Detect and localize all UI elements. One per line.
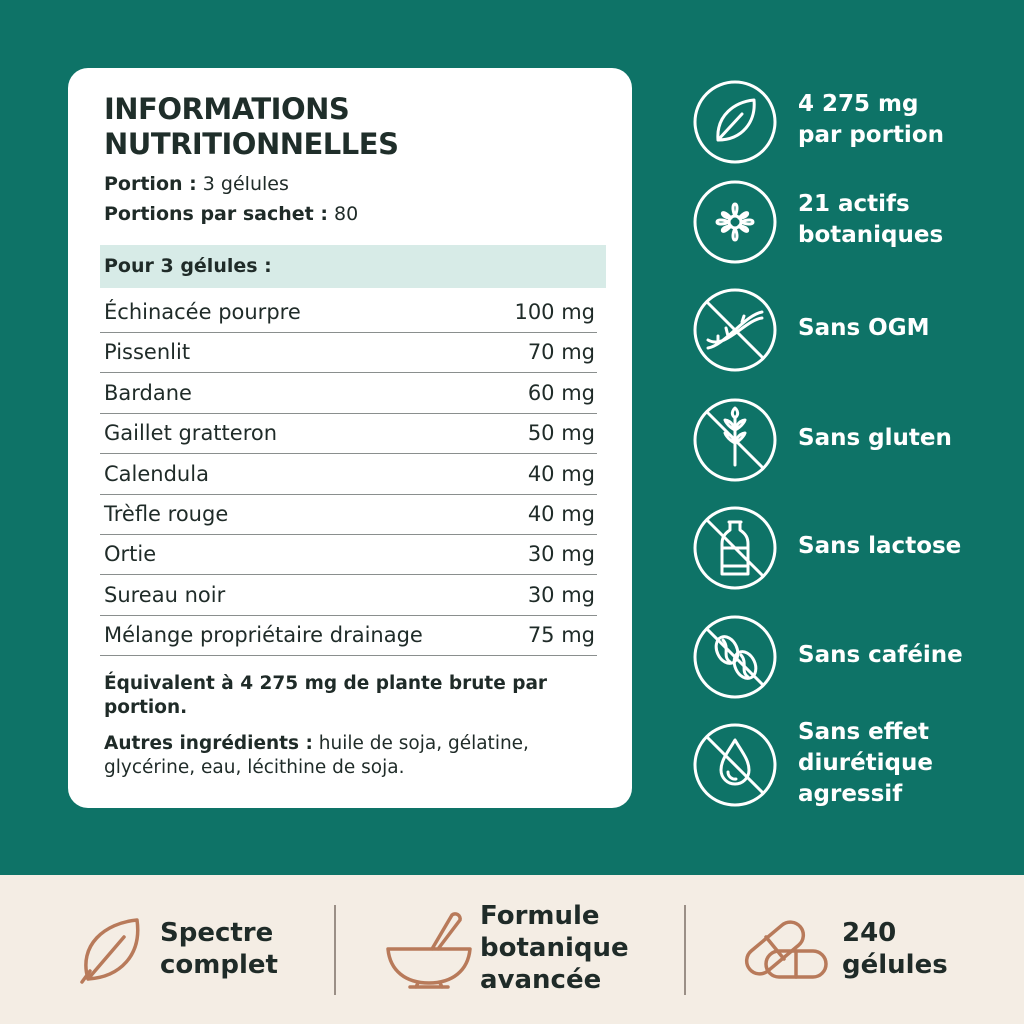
feature-line: botaniques	[798, 222, 944, 248]
table-row: Échinacée pourpre 100 mg	[100, 292, 597, 333]
divider	[334, 905, 336, 995]
other-label: Autres ingrédients :	[104, 733, 313, 754]
feature-line: Sans effet	[798, 718, 929, 745]
table-row: Sureau noir 30 mg	[100, 575, 597, 616]
footer-text: Spectre complet	[160, 917, 278, 981]
table-row: Gaillet gratteron 50 mg	[100, 413, 597, 455]
feature-line: diurétique	[798, 749, 933, 776]
feature: 4 275 mg par portion	[798, 89, 944, 151]
footer-line: avancée	[480, 965, 602, 995]
feature-line: 21 actifs	[798, 191, 910, 217]
feature: Sans OGM	[798, 313, 929, 344]
servings-value: 80	[334, 203, 359, 225]
amount: 30 mg	[527, 542, 595, 567]
title-line: INFORMATIONS	[104, 92, 350, 126]
other-ingredients: Autres ingrédients : huile de soja, géla…	[104, 732, 594, 780]
footer-line: 240	[842, 918, 897, 948]
feature-line: 4 275 mg	[798, 91, 919, 117]
footer-line: Formule	[480, 901, 600, 931]
feature: 21 actifs botaniques	[798, 189, 943, 251]
feature-line: Sans lactose	[798, 532, 962, 559]
amount: 60 mg	[527, 380, 595, 405]
footer-text: 240 gélules	[842, 917, 948, 981]
amount: 75 mg	[527, 623, 595, 648]
icon-no-gluten	[693, 398, 777, 482]
card-title: INFORMATIONS NUTRITIONNELLES	[104, 92, 399, 162]
feature-line: Sans OGM	[798, 314, 930, 341]
feature: Sans effet diurétique agressif	[798, 717, 933, 810]
other-value: huile de soja, gélatine, glycérine, eau,…	[104, 733, 529, 778]
ingredient: Bardane	[104, 380, 192, 405]
amount: 100 mg	[514, 300, 595, 324]
icon-no-caffeine	[693, 615, 777, 699]
amount: 70 mg	[527, 340, 595, 365]
table-row: Ortie 30 mg	[100, 534, 597, 576]
icon-no-diuretic	[693, 723, 777, 807]
amount: 30 mg	[527, 582, 595, 607]
icon-capsules	[744, 920, 828, 979]
nutrition-card: INFORMATIONS NUTRITIONNELLES Portion : 3…	[68, 68, 632, 808]
feature-line: Sans gluten	[798, 424, 952, 451]
feature-icons	[693, 80, 777, 807]
serving-label: Portion :	[104, 173, 197, 195]
table-row: Mélange propriétaire drainage 75 mg	[100, 615, 597, 657]
footer-line: botanique	[480, 933, 629, 963]
servings-per-pack: Portions par sachet : 80	[104, 203, 358, 225]
serving-value: 3 gélules	[202, 173, 289, 195]
amount: 50 mg	[527, 421, 595, 446]
feature-line: agressif	[798, 780, 903, 807]
title-line: NUTRITIONNELLES	[104, 127, 399, 161]
serving: Portion : 3 gélules	[104, 173, 289, 195]
ingredient: Gaillet gratteron	[104, 421, 278, 446]
table-row: Bardane 60 mg	[100, 373, 597, 414]
table-header: Pour 3 gélules :	[100, 245, 606, 288]
footer-icons	[80, 912, 828, 989]
amount: 40 mg	[527, 502, 595, 526]
ingredient: Calendula	[104, 461, 209, 486]
footer-line: Spectre	[160, 918, 274, 948]
table-row: Trèfle rouge 40 mg	[100, 494, 597, 535]
footer-line: gélules	[842, 950, 948, 980]
ingredient: Ortie	[104, 542, 157, 567]
ingredient: Pissenlit	[104, 340, 191, 365]
icon-mortar	[386, 912, 472, 989]
feature: Sans caféine	[798, 640, 963, 671]
feature-line: Sans caféine	[798, 641, 963, 668]
table-row: Pissenlit 70 mg	[100, 332, 597, 374]
icon-leaf-footer	[80, 918, 140, 984]
ingredient: Sureau noir	[104, 582, 226, 607]
footer-text: Formule botanique avancée	[480, 900, 629, 996]
icon-no-lactose	[693, 506, 777, 590]
servings-label: Portions par sachet :	[104, 203, 328, 225]
footer-line: complet	[160, 950, 278, 980]
amount: 40 mg	[527, 461, 595, 486]
footer-band	[0, 875, 1024, 1024]
icon-leaf	[693, 80, 777, 164]
divider	[684, 905, 686, 995]
ingredient: Trèfle rouge	[104, 502, 229, 526]
feature: Sans lactose	[798, 531, 961, 562]
ingredient: Mélange propriétaire drainage	[104, 623, 423, 648]
icon-no-gmo	[693, 288, 777, 372]
icon-flower	[693, 180, 777, 264]
equivalent: Équivalent à 4 275 mg de plante brute pa…	[104, 673, 548, 718]
table-row: Calendula 40 mg	[100, 454, 597, 495]
feature-line: par portion	[798, 122, 944, 148]
feature: Sans gluten	[798, 423, 952, 454]
ingredient: Échinacée pourpre	[104, 300, 301, 324]
